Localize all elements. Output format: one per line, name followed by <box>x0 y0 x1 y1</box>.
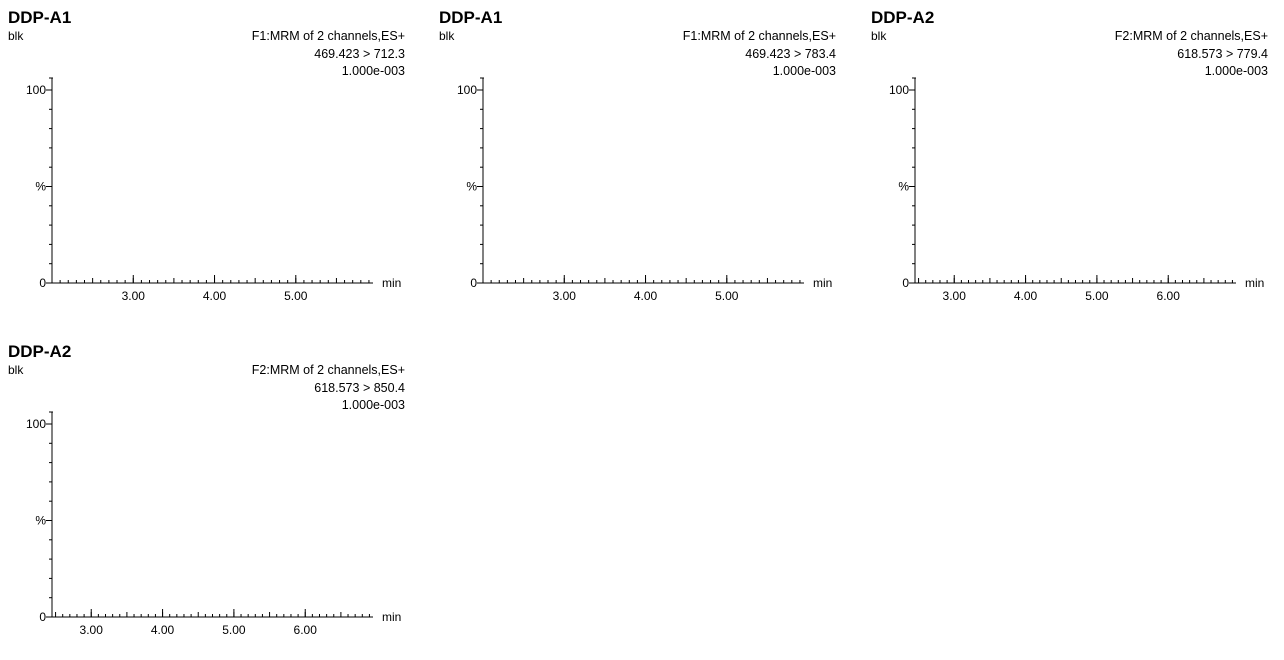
y-tick-label: 100 <box>26 417 46 431</box>
x-tick-label: 3.00 <box>122 289 146 303</box>
y-tick-label: 0 <box>39 276 46 290</box>
x-tick-labels: 3.00 4.00 5.00 <box>553 289 739 303</box>
y-tick-label: % <box>35 180 46 194</box>
x-tick-label: 5.00 <box>715 289 739 303</box>
y-tick-label: 0 <box>902 276 909 290</box>
x-tick-label: 4.00 <box>634 289 658 303</box>
x-axis-unit-label: min <box>813 276 832 290</box>
x-axis-unit-label: min <box>1245 276 1264 290</box>
chromatogram-svg: DDP-A1 blk F1:MRM of 2 channels,ES+ 469.… <box>8 8 405 303</box>
y-tick-labels: 0% 100 <box>26 417 46 624</box>
intensity-label: 1.000e-003 <box>773 64 836 78</box>
x-tick-label: 3.00 <box>943 289 967 303</box>
panel-title: DDP-A1 <box>8 8 71 27</box>
x-tick-label: 4.00 <box>203 289 227 303</box>
intensity-label: 1.000e-003 <box>1205 64 1268 78</box>
y-tick-label: 100 <box>26 83 46 97</box>
y-tick-labels: 0% 100 <box>889 83 909 290</box>
x-tick-labels: 3.00 4.00 5.00 6.00 <box>943 289 1181 303</box>
y-tick-label: % <box>898 180 909 194</box>
intensity-label: 1.000e-003 <box>342 64 405 78</box>
panel-title: DDP-A2 <box>8 342 71 361</box>
sample-label: blk <box>439 29 455 43</box>
axes <box>46 411 373 618</box>
x-tick-labels: 3.00 4.00 5.00 6.00 <box>80 623 318 637</box>
panel-title: DDP-A2 <box>871 8 934 27</box>
sample-label: blk <box>8 29 24 43</box>
x-tick-label: 3.00 <box>80 623 104 637</box>
x-tick-label: 3.00 <box>553 289 577 303</box>
chromatogram-svg: DDP-A2 blk F2:MRM of 2 channels,ES+ 618.… <box>8 342 405 637</box>
y-tick-label: 100 <box>457 83 477 97</box>
chromatogram-panel: DDP-A2 blk F2:MRM of 2 channels,ES+ 618.… <box>871 6 1284 326</box>
axes <box>909 77 1236 284</box>
x-tick-label: 5.00 <box>222 623 246 637</box>
function-label: F2:MRM of 2 channels,ES+ <box>252 363 405 377</box>
y-tick-labels: 0% 100 <box>26 83 46 290</box>
x-tick-label: 4.00 <box>151 623 175 637</box>
panel-title: DDP-A1 <box>439 8 502 27</box>
function-label: F2:MRM of 2 channels,ES+ <box>1115 29 1268 43</box>
function-label: F1:MRM of 2 channels,ES+ <box>683 29 836 43</box>
x-tick-label: 5.00 <box>1085 289 1109 303</box>
chromatogram-panel: DDP-A1 blk F1:MRM of 2 channels,ES+ 469.… <box>8 6 428 326</box>
chromatogram-panel: DDP-A2 blk F2:MRM of 2 channels,ES+ 618.… <box>8 340 428 660</box>
chromatogram-svg: DDP-A2 blk F2:MRM of 2 channels,ES+ 618.… <box>871 8 1268 303</box>
sample-label: blk <box>871 29 887 43</box>
y-tick-label: 100 <box>889 83 909 97</box>
x-tick-label: 4.00 <box>1014 289 1038 303</box>
x-tick-labels: 3.00 4.00 5.00 <box>122 289 308 303</box>
sample-label: blk <box>8 363 24 377</box>
transition-label: 618.573 > 779.4 <box>1177 47 1268 61</box>
transition-label: 469.423 > 712.3 <box>314 47 405 61</box>
x-tick-label: 5.00 <box>284 289 308 303</box>
chromatogram-svg: DDP-A1 blk F1:MRM of 2 channels,ES+ 469.… <box>439 8 836 303</box>
chromatogram-panel: DDP-A1 blk F1:MRM of 2 channels,ES+ 469.… <box>439 6 859 326</box>
y-tick-label: % <box>35 514 46 528</box>
intensity-label: 1.000e-003 <box>342 398 405 412</box>
x-tick-label: 6.00 <box>1157 289 1181 303</box>
x-axis-unit-label: min <box>382 610 401 624</box>
y-tick-labels: 0% 100 <box>457 83 477 290</box>
y-tick-label: 0 <box>39 610 46 624</box>
transition-label: 469.423 > 783.4 <box>745 47 836 61</box>
x-axis-unit-label: min <box>382 276 401 290</box>
function-label: F1:MRM of 2 channels,ES+ <box>252 29 405 43</box>
x-tick-label: 6.00 <box>294 623 318 637</box>
y-tick-label: 0 <box>470 276 477 290</box>
y-tick-label: % <box>466 180 477 194</box>
axes <box>46 77 373 284</box>
transition-label: 618.573 > 850.4 <box>314 381 405 395</box>
axes <box>477 77 804 284</box>
